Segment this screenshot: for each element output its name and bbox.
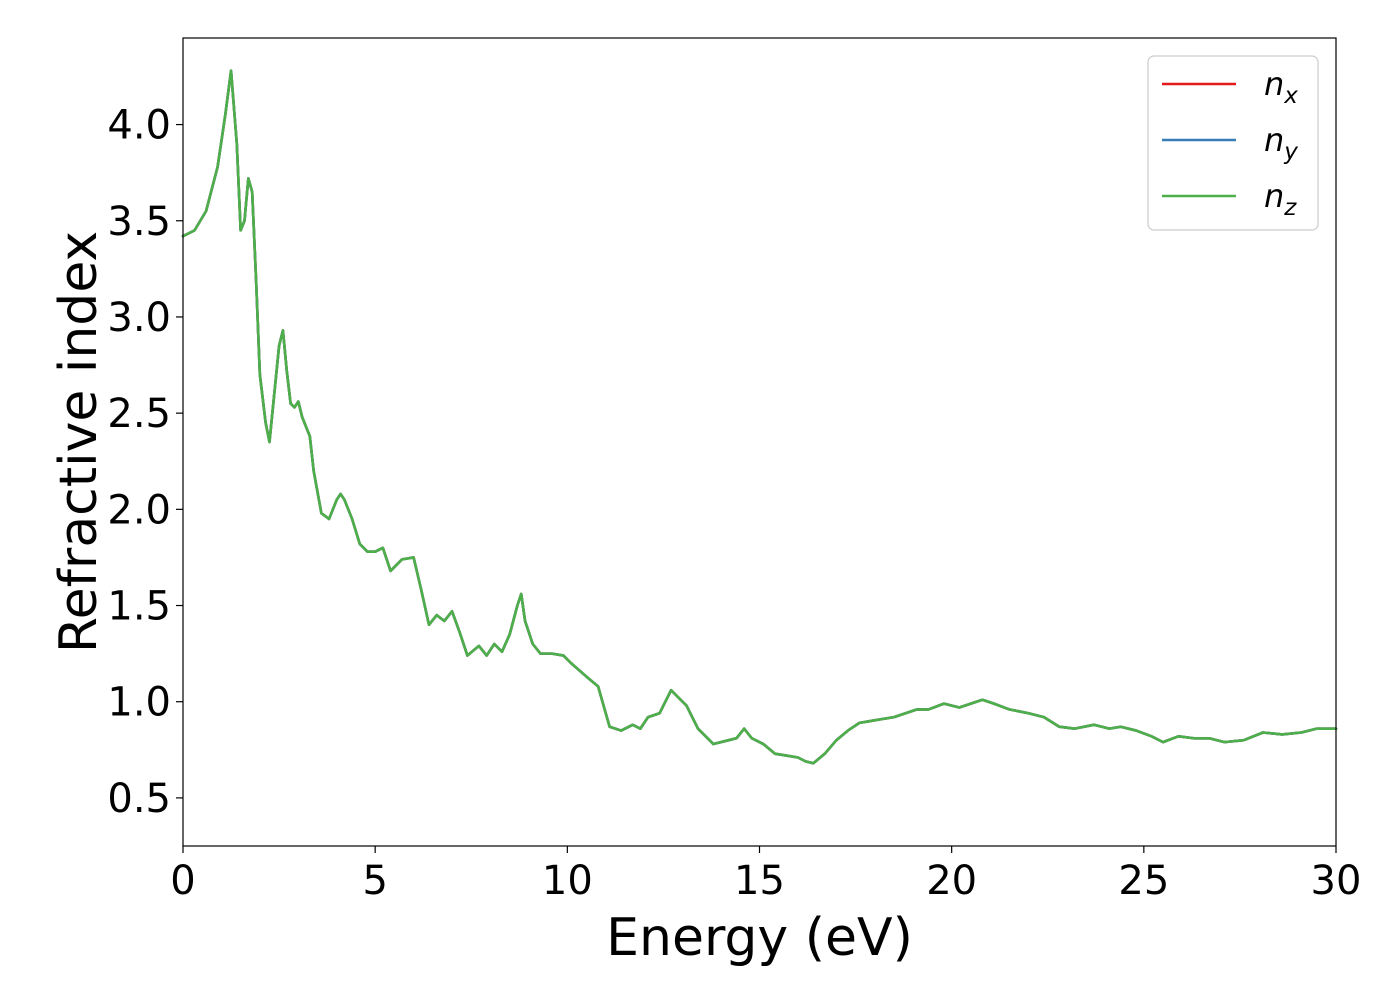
y-tick-label: 0.5 bbox=[107, 776, 171, 822]
y-tick-label: 2.5 bbox=[107, 391, 171, 437]
legend-label-subscript: y bbox=[1283, 139, 1298, 165]
x-tick-label: 0 bbox=[170, 858, 195, 904]
legend-label-base: n bbox=[1264, 65, 1284, 103]
x-tick-label: 5 bbox=[362, 858, 387, 904]
series-line-n_z bbox=[181, 69, 1338, 765]
legend-label-n_z: nz bbox=[1264, 177, 1297, 221]
y-tick-label: 3.0 bbox=[107, 295, 171, 341]
legend-label-subscript: x bbox=[1283, 83, 1298, 109]
legend-label-subscript: z bbox=[1283, 195, 1297, 221]
legend-label-base: n bbox=[1264, 177, 1284, 215]
legend-label-n_y: ny bbox=[1264, 121, 1298, 165]
x-axis-ticks: 0 5 10 15 20 25 30 bbox=[170, 846, 1361, 904]
y-tick-label: 1.5 bbox=[107, 584, 171, 630]
x-tick-label: 25 bbox=[1118, 858, 1169, 904]
x-tick-label: 15 bbox=[734, 858, 785, 904]
legend-box bbox=[1147, 55, 1319, 231]
y-tick-label: 3.5 bbox=[107, 199, 171, 245]
y-tick-label: 1.0 bbox=[107, 680, 171, 726]
x-tick-label: 20 bbox=[926, 858, 977, 904]
series-layer bbox=[181, 69, 1338, 765]
legend-label-base: n bbox=[1264, 121, 1284, 159]
y-axis-ticks: 0.5 1.0 1.5 2.0 2.5 3.0 3.5 4.0 bbox=[107, 103, 183, 822]
x-axis-label: Energy (eV) bbox=[606, 908, 913, 968]
x-tick-label: 10 bbox=[542, 858, 593, 904]
x-tick-label: 30 bbox=[1311, 858, 1362, 904]
plot-area bbox=[183, 38, 1336, 846]
legend-label-n_x: nx bbox=[1264, 65, 1298, 109]
y-tick-label: 2.0 bbox=[107, 487, 171, 533]
y-tick-label: 4.0 bbox=[107, 103, 171, 149]
y-axis-label: Refractive index bbox=[49, 231, 109, 653]
